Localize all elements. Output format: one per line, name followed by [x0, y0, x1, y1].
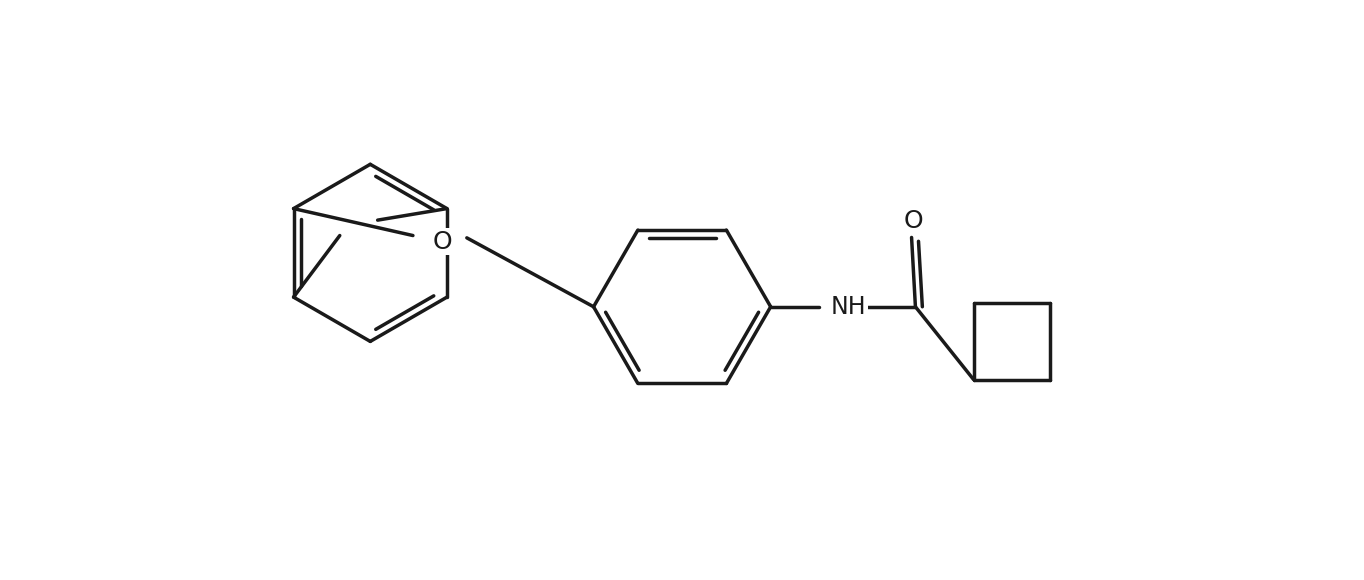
Text: O: O	[903, 209, 923, 233]
Text: O: O	[432, 230, 451, 253]
Text: NH: NH	[831, 295, 866, 319]
